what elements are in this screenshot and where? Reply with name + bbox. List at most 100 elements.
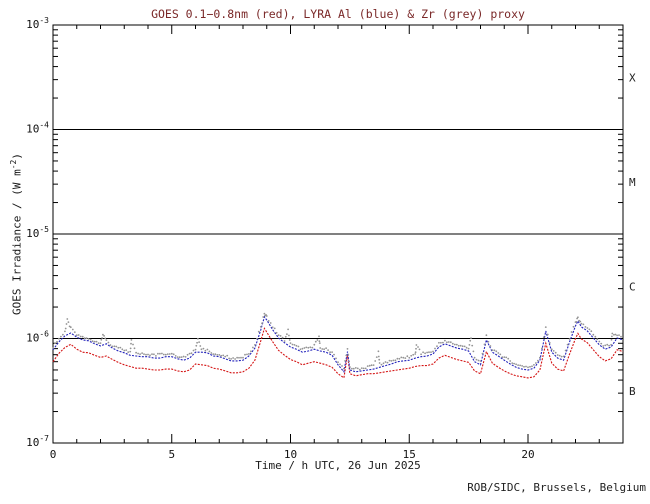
zr-proxy-dots-point <box>384 361 387 363</box>
zr-proxy-dots-point <box>459 344 462 347</box>
x-tick-label: 10 <box>284 448 297 461</box>
zr-proxy-dots-point <box>318 340 321 343</box>
zr-proxy-dots-point <box>424 352 426 355</box>
zr-proxy-dots-point <box>499 353 502 356</box>
zr-proxy-dots-point <box>600 342 603 345</box>
zr-proxy-dots-point <box>592 333 595 336</box>
zr-proxy-dots-point <box>414 353 417 355</box>
zr-proxy-dots-point <box>351 367 353 370</box>
zr-proxy-dots-point <box>517 364 519 366</box>
zr-proxy-dots-point <box>618 334 620 336</box>
zr-proxy-dots-point <box>481 352 484 355</box>
zr-proxy-dots-point <box>519 364 521 367</box>
zr-proxy-dots-point <box>333 353 335 356</box>
zr-proxy-dots-point <box>210 352 213 354</box>
zr-proxy-dots-point <box>73 331 76 333</box>
zr-proxy-dots-point <box>130 342 132 345</box>
lyra-al-curve <box>52 315 624 374</box>
zr-proxy-dots-point <box>378 362 381 364</box>
zr-proxy-dots-point <box>155 355 157 357</box>
zr-proxy-dots-point <box>368 364 371 367</box>
zr-proxy-dots-point <box>135 351 138 354</box>
zr-proxy-dots-point <box>91 340 94 343</box>
zr-proxy-dots-point <box>281 336 284 339</box>
zr-proxy-dots-point <box>164 353 167 356</box>
zr-proxy-dots-point <box>224 355 227 358</box>
zr-proxy-dots-point <box>440 341 442 344</box>
zr-proxy-dots-point <box>588 328 591 331</box>
zr-proxy-dots-point <box>390 360 393 362</box>
zr-proxy-dots-point <box>188 352 191 355</box>
zr-proxy-dots-point <box>525 365 527 368</box>
zr-proxy-dots-point <box>248 353 250 355</box>
zr-proxy-dots-point <box>197 337 199 340</box>
zr-proxy-dots-point <box>77 334 80 336</box>
zr-proxy-dots-point <box>226 354 229 357</box>
zr-proxy-dots-point <box>613 333 615 336</box>
zr-proxy-dots-point <box>103 335 105 337</box>
zr-proxy-dots-point <box>196 341 199 344</box>
zr-proxy-dots-point <box>105 339 108 341</box>
zr-proxy-dots-point <box>286 333 288 336</box>
zr-proxy-dots-point <box>289 342 292 344</box>
zr-proxy-dots-point <box>133 347 136 350</box>
zr-proxy-dots-point <box>309 346 312 349</box>
goes-xray-curve <box>52 327 624 379</box>
zr-proxy-dots-point <box>428 351 430 354</box>
zr-proxy-dots-point <box>380 363 383 366</box>
zr-proxy-dots-point <box>472 350 475 353</box>
zr-proxy-dots-point <box>418 348 421 351</box>
zr-proxy-dots-point <box>261 322 263 325</box>
zr-proxy-dots-point <box>382 362 385 365</box>
zr-proxy-dots-point <box>65 323 68 325</box>
zr-proxy-dots-point <box>527 366 529 369</box>
zr-proxy-dots-point <box>501 356 504 359</box>
zr-proxy-dots-point <box>352 367 355 370</box>
zr-proxy-dots-point <box>303 347 306 349</box>
zr-proxy-dots-point <box>99 342 102 344</box>
zr-proxy-dots-point <box>550 348 553 351</box>
zr-proxy-dots-point <box>236 356 239 359</box>
zr-proxy-dots-point <box>212 353 215 355</box>
zr-proxy-dots-point <box>151 353 153 355</box>
zr-proxy-dots-point <box>604 344 607 347</box>
zr-proxy-dots-point <box>616 334 618 337</box>
zr-proxy-dots-point <box>299 348 302 351</box>
zr-proxy-dots-point <box>548 342 551 344</box>
zr-proxy-dots-point <box>143 353 145 355</box>
zr-proxy-dots-point <box>275 331 278 334</box>
zr-proxy-dots-point <box>327 349 329 351</box>
zr-proxy-dots-point <box>168 353 171 355</box>
zr-proxy-dots-point <box>378 358 381 361</box>
zr-proxy-dots-point <box>125 349 128 351</box>
zr-proxy-dots-point <box>240 356 242 359</box>
zr-proxy-dots-point <box>590 330 593 333</box>
zr-proxy-dots-point <box>610 343 612 346</box>
zr-proxy-dots-point <box>558 354 561 357</box>
zr-proxy-dots-point <box>546 333 549 336</box>
zr-proxy-dots-point <box>323 348 325 351</box>
zr-proxy-dots-point <box>415 347 417 350</box>
zr-proxy-dots-point <box>75 334 78 337</box>
zr-proxy-dots-point <box>539 356 541 359</box>
zr-proxy-dots-point <box>291 343 294 346</box>
zr-proxy-dots-point <box>606 343 609 346</box>
zr-proxy-dots-point <box>473 356 476 359</box>
zr-proxy-dots-point <box>149 354 151 357</box>
zr-proxy-dots-point <box>513 362 515 365</box>
zr-proxy-dots-point <box>174 355 177 357</box>
zr-proxy-dots-point <box>195 344 198 347</box>
zr-proxy-dots-point <box>388 359 391 362</box>
zr-proxy-dots-point <box>316 339 319 341</box>
zr-proxy-dots-point <box>582 323 585 326</box>
zr-proxy-dots-point <box>406 355 409 358</box>
zr-proxy-dots-point <box>449 341 452 344</box>
zr-proxy-dots-point <box>614 333 617 336</box>
zr-proxy-dots-point <box>202 347 205 350</box>
zr-proxy-dots-point <box>147 353 149 356</box>
zr-proxy-dots-point <box>341 365 343 367</box>
zr-proxy-dots-point <box>83 337 86 340</box>
zr-proxy-dots-point <box>182 355 185 358</box>
zr-proxy-dots-point <box>541 347 543 350</box>
